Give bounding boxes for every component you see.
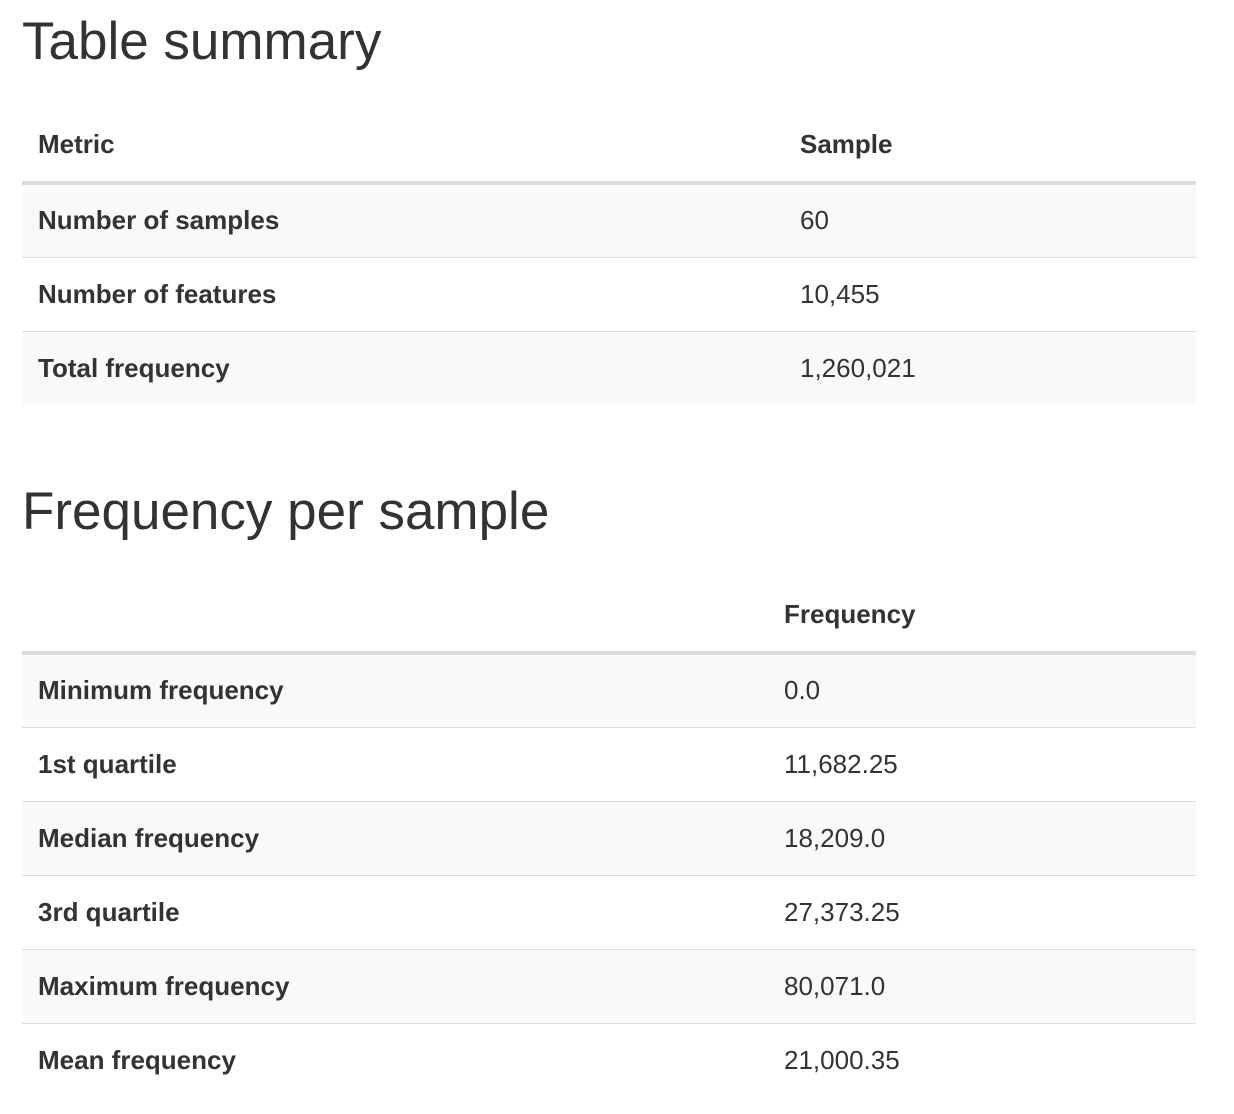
row-label: Number of features bbox=[38, 278, 277, 309]
table-row: Total frequency 1,260,021 bbox=[22, 331, 1196, 405]
row-value: 21,000.35 bbox=[784, 1044, 900, 1075]
table-row: Minimum frequency 0.0 bbox=[22, 653, 1196, 727]
table-row: Number of samples 60 bbox=[22, 183, 1196, 257]
frequency-per-sample-table: Frequency Minimum frequency 0.0 1st quar… bbox=[22, 577, 1196, 1097]
row-value: 0.0 bbox=[784, 675, 821, 706]
row-label: Minimum frequency bbox=[38, 675, 284, 706]
table-summary-heading: Table summary bbox=[22, 12, 382, 71]
table-row: Maximum frequency 80,071.0 bbox=[22, 949, 1196, 1023]
table-row: Mean frequency 21,000.35 bbox=[22, 1023, 1196, 1097]
row-label: 1st quartile bbox=[38, 748, 177, 779]
label-column-header bbox=[22, 577, 768, 655]
row-value: 80,071.0 bbox=[784, 970, 886, 1001]
row-value: 18,209.0 bbox=[784, 822, 886, 853]
row-value: 10,455 bbox=[800, 278, 880, 309]
row-label: Maximum frequency bbox=[38, 970, 290, 1001]
table-row: Number of features 10,455 bbox=[22, 257, 1196, 331]
metric-column-header: Metric bbox=[22, 107, 784, 185]
table-row: 1st quartile 11,682.25 bbox=[22, 727, 1196, 801]
row-label: Total frequency bbox=[38, 352, 230, 383]
row-label: Number of samples bbox=[38, 205, 280, 236]
table-row: Median frequency 18,209.0 bbox=[22, 801, 1196, 875]
sample-column-header: Sample bbox=[784, 107, 1196, 185]
row-value: 60 bbox=[800, 205, 829, 236]
table-summary-table: Metric Sample Number of samples 60 Numbe… bbox=[22, 107, 1196, 405]
table-header-row: Frequency bbox=[22, 577, 1196, 655]
frequency-per-sample-heading: Frequency per sample bbox=[22, 482, 550, 541]
row-label: 3rd quartile bbox=[38, 896, 180, 927]
row-label: Median frequency bbox=[38, 822, 260, 853]
row-label: Mean frequency bbox=[38, 1044, 236, 1075]
row-value: 27,373.25 bbox=[784, 896, 900, 927]
frequency-column-header: Frequency bbox=[768, 577, 1196, 655]
table-row: 3rd quartile 27,373.25 bbox=[22, 875, 1196, 949]
table-header-row: Metric Sample bbox=[22, 107, 1196, 185]
row-value: 1,260,021 bbox=[800, 352, 916, 383]
row-value: 11,682.25 bbox=[784, 748, 898, 779]
